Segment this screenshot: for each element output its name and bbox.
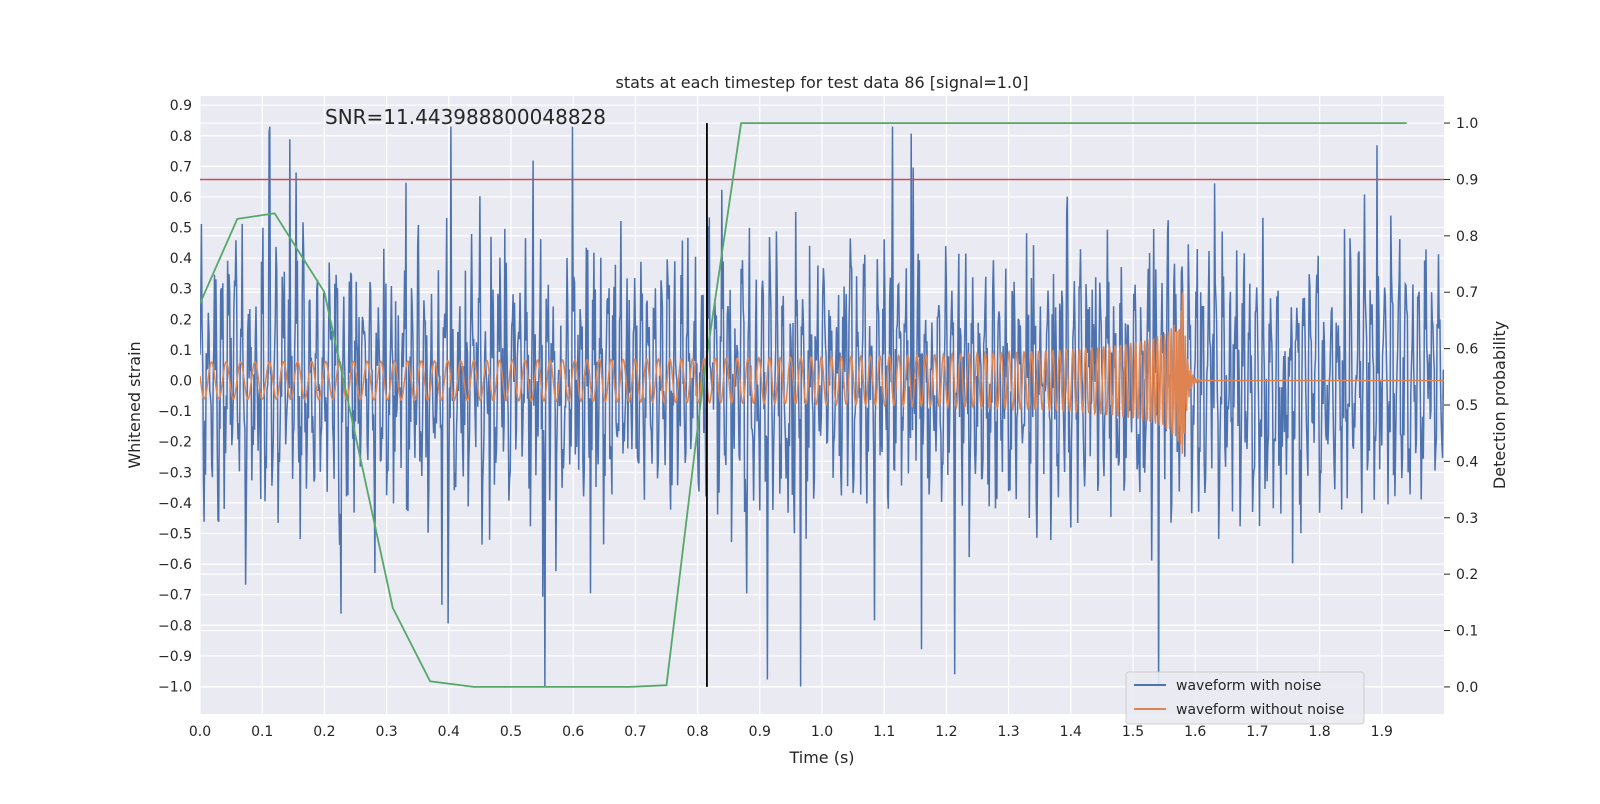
x-tick-label: 0.4 bbox=[438, 724, 460, 740]
y2-tick-label: 0.0 bbox=[1456, 680, 1478, 696]
x-tick-label: 0.2 bbox=[313, 724, 335, 740]
x-tick-label: 1.5 bbox=[1122, 724, 1144, 740]
y-tick-label: −0.6 bbox=[158, 557, 192, 573]
series-waveform-without-noise bbox=[200, 292, 1444, 454]
series-detection-probability bbox=[200, 122, 1407, 688]
legend-box bbox=[1125, 671, 1365, 725]
x-tick-label: 1.8 bbox=[1308, 724, 1330, 740]
x-tick-label: 0.1 bbox=[251, 724, 273, 740]
y-tick-label: −0.9 bbox=[158, 649, 192, 665]
y-tick-label: −0.5 bbox=[158, 526, 192, 542]
y-tick-label: 0.5 bbox=[170, 221, 192, 237]
tick-labels: 0.0 0.1 0.2 0.3 0.4 0.5 0.6 0.7 0.8 0.9 1.0 1.1 1.2 1… bbox=[158, 98, 1478, 740]
y-tick-label: 0.3 bbox=[170, 282, 192, 298]
y-tick-label: −1.0 bbox=[158, 679, 192, 695]
x-axis-label: Time (s) bbox=[788, 748, 854, 767]
y-tick-label: −0.8 bbox=[158, 618, 192, 634]
y-tick-label: 0.9 bbox=[170, 98, 192, 114]
legend-label-clean: waveform without noise bbox=[1176, 702, 1344, 718]
y-tick-label: −0.2 bbox=[158, 435, 192, 451]
x-tick-label: 0.7 bbox=[624, 724, 646, 740]
y-tick-label: 0.7 bbox=[170, 159, 192, 175]
chart-title: stats at each timestep for test data 86 … bbox=[616, 73, 1029, 92]
legend: waveform with noise waveform without noi… bbox=[1125, 671, 1365, 725]
y2-axis-label: Detection probability bbox=[1490, 321, 1509, 489]
y2-tick-label: 0.6 bbox=[1456, 342, 1478, 358]
y-tick-label: −0.3 bbox=[158, 465, 192, 481]
x-tick-label: 0.6 bbox=[562, 724, 584, 740]
y-tick-label: −0.7 bbox=[158, 588, 192, 604]
x-tick-label: 1.9 bbox=[1371, 724, 1393, 740]
y-tick-label: 0.6 bbox=[170, 190, 192, 206]
y2-tick-label: 0.3 bbox=[1456, 511, 1478, 527]
y2-tick-label: 1.0 bbox=[1456, 116, 1478, 132]
y2-tick-label: 0.7 bbox=[1456, 285, 1478, 301]
snr-annotation: SNR=11.443988800048828 bbox=[325, 105, 606, 129]
y2-tick-label: 0.8 bbox=[1456, 229, 1478, 245]
x-tick-label: 0.3 bbox=[375, 724, 397, 740]
x-tick-label: 0.5 bbox=[500, 724, 522, 740]
y-tick-label: 0.1 bbox=[170, 343, 192, 359]
y-tick-label: 0.0 bbox=[170, 374, 192, 390]
y-axis-label: Whitened strain bbox=[125, 341, 144, 468]
x-tick-label: 1.2 bbox=[935, 724, 957, 740]
x-tick-label: 1.6 bbox=[1184, 724, 1206, 740]
x-tick-label: 1.3 bbox=[997, 724, 1019, 740]
y-tick-label: 0.4 bbox=[170, 251, 192, 267]
x-tick-label: 1.0 bbox=[811, 724, 833, 740]
x-tick-label: 1.7 bbox=[1246, 724, 1268, 740]
y-tick-label: −0.1 bbox=[158, 404, 192, 420]
series-waveform-with-noise bbox=[200, 126, 1444, 687]
legend-label-noise: waveform with noise bbox=[1176, 678, 1321, 694]
y2-tick-label: 0.9 bbox=[1456, 172, 1478, 188]
x-tick-label: 0.0 bbox=[189, 724, 211, 740]
y2-tick-label: 0.1 bbox=[1456, 624, 1478, 640]
y2-tick-label: 0.4 bbox=[1456, 454, 1478, 470]
x-tick-label: 0.8 bbox=[686, 724, 708, 740]
y-tick-label: 0.2 bbox=[170, 312, 192, 328]
x-tick-label: 0.9 bbox=[749, 724, 771, 740]
y-tick-label: 0.8 bbox=[170, 129, 192, 145]
x-tick-label: 1.4 bbox=[1060, 724, 1082, 740]
y2-tick-label: 0.2 bbox=[1456, 567, 1478, 583]
x-tick-label: 1.1 bbox=[873, 724, 895, 740]
y-tick-label: −0.4 bbox=[158, 496, 192, 512]
y2-tick-label: 0.5 bbox=[1456, 398, 1478, 414]
series-layer bbox=[200, 122, 1444, 688]
